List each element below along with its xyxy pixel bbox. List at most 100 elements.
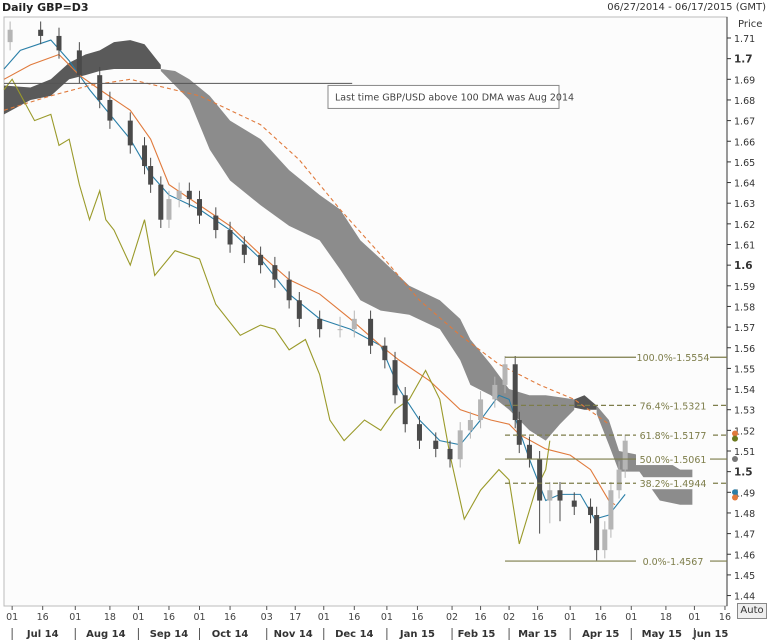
x-day-label: 16 (411, 612, 423, 623)
candle-body (588, 506, 594, 516)
candle (351, 310, 357, 338)
candle-body (382, 345, 388, 361)
candle (107, 91, 113, 129)
y-tick-label: 1.67 (734, 117, 755, 128)
ichimoku-cloud-segment (574, 395, 597, 410)
candle-body (392, 360, 398, 396)
fib-separator: - (670, 431, 673, 442)
candle (457, 422, 463, 468)
candle-body (557, 490, 563, 501)
ichimoku-cloud-segment (160, 68, 575, 441)
x-day-label: 01 (564, 612, 576, 623)
candle-body (7, 29, 13, 43)
x-day-label: 03 (261, 612, 273, 623)
x-month-label: Oct 14 (212, 629, 249, 640)
candle-body (272, 265, 278, 280)
candle-body (351, 318, 357, 330)
fib-separator: - (670, 401, 673, 412)
y-axis-label: Price (738, 19, 762, 30)
x-month-label: Jul 14 (26, 629, 59, 640)
fib-value: 1.5061 (673, 455, 706, 466)
candle (317, 310, 323, 338)
x-day-label: 01 (318, 612, 330, 623)
y-tick-label: 1.46 (734, 550, 755, 561)
candle-body (296, 300, 302, 319)
x-month-label: Sep 14 (150, 629, 189, 640)
candle (127, 112, 133, 154)
x-day-label: 01 (132, 612, 144, 623)
x-day-label: 18 (104, 612, 116, 623)
candle-body (512, 364, 518, 421)
candle-body (213, 215, 219, 231)
y-tick-label: 1.47 (734, 530, 755, 541)
candle (526, 436, 532, 468)
fib-percent: 100.0% (637, 353, 673, 364)
candle-body (537, 459, 543, 501)
y-tick-label: 1.51 (734, 447, 755, 458)
fib-percent: 61.8% (640, 431, 670, 442)
candle-body (158, 184, 164, 220)
candle (516, 411, 522, 454)
candle-body (502, 364, 508, 385)
y-tick-label: 1.48 (734, 509, 755, 520)
y-tick-label: 1.57 (734, 323, 755, 334)
fib-value: 1.5554 (676, 353, 709, 364)
fib-separator: - (670, 455, 673, 466)
candle-body (467, 420, 473, 431)
candle (148, 157, 154, 193)
candle-body (526, 444, 532, 460)
candle (296, 291, 302, 328)
y-tick-label: 1.63 (734, 199, 755, 210)
fib-value: 1.5321 (673, 401, 706, 412)
candle (537, 451, 543, 534)
candle (512, 356, 518, 429)
fib-label-bg (636, 453, 710, 466)
candle (502, 356, 508, 394)
ma55-line (3, 53, 616, 506)
candle (557, 481, 563, 522)
fib-percent: 50.0% (640, 455, 670, 466)
y-tick-label: 1.58 (734, 302, 755, 313)
y-tick-label: 1.61 (734, 241, 755, 252)
y-tick-label: 1.45 (734, 571, 755, 582)
candle (608, 481, 614, 538)
x-day-label: 16 (163, 612, 175, 623)
price-marker (732, 456, 738, 463)
price-marker (732, 494, 738, 501)
x-month-label: Dec 14 (335, 629, 373, 640)
candle-body (142, 145, 148, 167)
fib-level-label: 76.4%-1.5321 (640, 401, 707, 412)
x-day-label: 16 (595, 612, 607, 623)
candle-body (457, 430, 463, 460)
candle-body (547, 490, 553, 501)
plot-area (3, 16, 728, 607)
y-tick-label: 1.69 (734, 75, 755, 86)
candle-body (127, 120, 133, 146)
candle (7, 21, 13, 51)
candle (97, 66, 103, 109)
candle-body (186, 190, 192, 200)
auto-scale-button[interactable]: Auto (737, 603, 767, 619)
price-marker (732, 435, 738, 442)
candle (142, 137, 148, 175)
fib-separator: - (670, 479, 673, 490)
x-day-label: 02 (503, 612, 515, 623)
candle-body (608, 490, 614, 530)
candle (272, 256, 278, 288)
candle (38, 21, 44, 45)
fib-level-label: 100.0%-1.5554 (637, 353, 710, 364)
date-range: 06/27/2014 - 06/17/2015 (GMT) (607, 2, 766, 13)
candle-body (258, 254, 264, 266)
candle-body (176, 190, 182, 200)
chart-title: Daily GBP=D3 (2, 1, 89, 14)
candle (392, 351, 398, 404)
annotation-text: Last time GBP/USD above 100 DMA was Aug … (335, 92, 574, 103)
candle-body (56, 35, 62, 51)
fib-value: 1.4567 (670, 557, 703, 568)
fib-percent: 76.4% (640, 401, 670, 412)
candle-body (492, 384, 498, 400)
y-tick-label: 1.59 (734, 282, 755, 293)
price-marker (732, 489, 738, 496)
x-day-label: 16 (475, 612, 487, 623)
